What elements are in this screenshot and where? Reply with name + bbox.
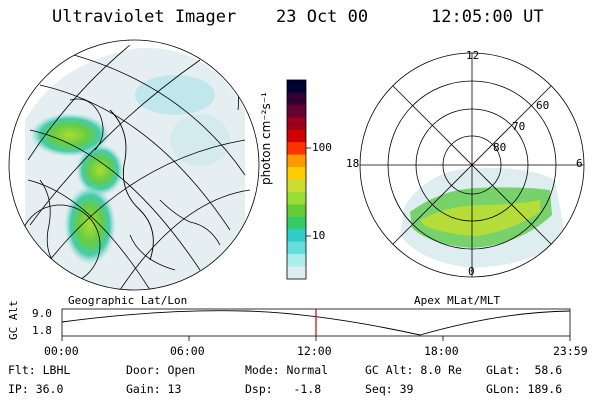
colorbar-band: [287, 167, 306, 180]
altitude-ytick-high: 9.0: [32, 307, 52, 320]
gc-alt-label: GC Alt: 8.0 Re: [365, 363, 462, 377]
colorbar-band: [287, 229, 306, 243]
colorbar-band: [287, 266, 306, 280]
colorbar-tick-10: 10: [312, 229, 326, 242]
altitude-ytick-low: 1.8: [32, 324, 52, 337]
mlt-label-12: 12: [466, 49, 480, 62]
colorbar-band: [287, 191, 306, 205]
mlt-label-0: 0: [468, 265, 475, 278]
colorbar-band: [287, 80, 306, 93]
left-map-caption: Geographic Lat/Lon: [68, 294, 188, 307]
lat-label-70: 70: [512, 120, 526, 133]
colorbar-band: [287, 254, 306, 268]
altitude-ylabel: GC Alt: [7, 300, 20, 340]
colorbar-band: [287, 104, 306, 118]
date-label: 23 Oct 00: [276, 7, 369, 27]
colorbar-tick-100: 100: [312, 141, 332, 154]
lat-label-80: 80: [493, 141, 507, 154]
mode-label: Mode: Normal: [245, 363, 329, 377]
xtick-2359: 23:59: [553, 344, 588, 358]
lat-label-60: 60: [536, 99, 550, 112]
xtick-0000: 00:00: [44, 344, 79, 358]
colorbar-band: [287, 204, 306, 218]
colorbar-band: [287, 179, 306, 193]
glat-label: GLat: 58.6: [486, 363, 563, 377]
polar-caption: Apex MLat/MLT: [414, 294, 501, 307]
time-label: 12:05:00 UT: [431, 7, 544, 27]
colorbar-band: [287, 129, 306, 143]
mlt-label-6: 6: [576, 157, 583, 170]
colorbar-band: [287, 92, 306, 106]
glon-label: GLon: 189.6: [486, 382, 563, 396]
colorbar-band: [287, 241, 306, 255]
mlt-label-18: 18: [346, 157, 360, 170]
colorbar-band: [287, 117, 306, 131]
seq-label: Seq: 39: [365, 382, 414, 396]
filter-label: Flt: LBHL: [8, 363, 71, 377]
xtick-1800: 18:00: [424, 344, 459, 358]
ip-label: IP: 36.0: [8, 382, 64, 396]
dsp-label: Dsp: -1.8: [245, 382, 322, 396]
door-label: Door: Open: [126, 363, 196, 377]
instrument-title: Ultraviolet Imager: [52, 7, 237, 27]
xtick-1200: 12:00: [297, 344, 332, 358]
xtick-0600: 06:00: [170, 344, 205, 358]
gain-label: Gain: 13: [126, 382, 182, 396]
colorbar-band: [287, 142, 306, 156]
colorbar-band: [287, 154, 306, 168]
colorbar-band: [287, 216, 306, 230]
